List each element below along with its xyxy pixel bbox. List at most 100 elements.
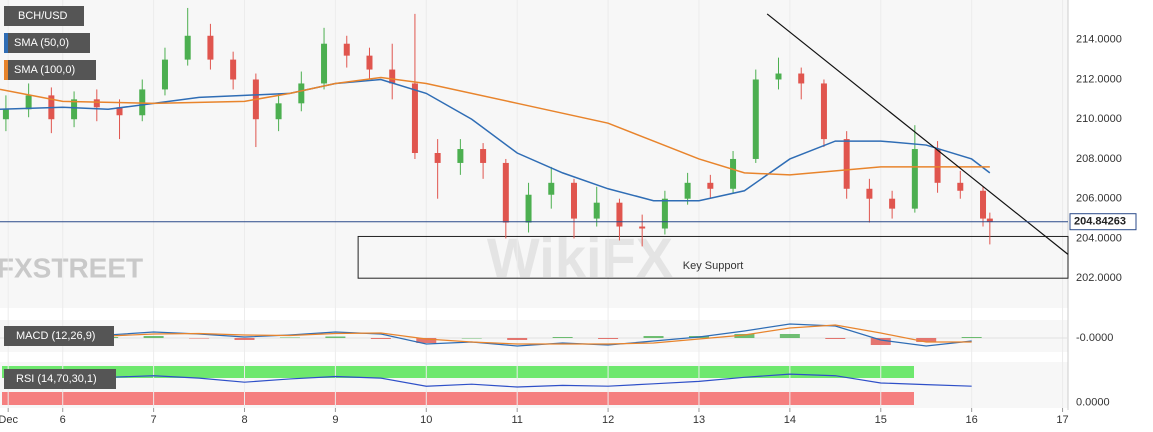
logo: FXSTREET bbox=[0, 252, 143, 283]
macd-histogram bbox=[279, 337, 300, 338]
candle-body bbox=[434, 153, 441, 163]
y-tick-label: 208.0000 bbox=[1076, 153, 1122, 165]
candle-body bbox=[343, 43, 350, 56]
x-tick-label: 9 bbox=[332, 414, 338, 426]
price-label: 204.84263 bbox=[1074, 216, 1126, 228]
y-tick-label: 206.0000 bbox=[1076, 193, 1122, 205]
candle-body bbox=[71, 99, 78, 120]
macd-histogram bbox=[552, 337, 573, 338]
candle-body bbox=[161, 59, 168, 90]
x-tick-label: 17 bbox=[1056, 414, 1068, 426]
y-tick-label: 214.0000 bbox=[1076, 34, 1122, 46]
candle-body bbox=[525, 194, 532, 223]
macd-histogram bbox=[961, 337, 982, 338]
y-tick-label: 0.0000 bbox=[1076, 396, 1110, 408]
candle-body bbox=[116, 107, 123, 116]
x-tick-label: 10 bbox=[420, 414, 432, 426]
rsi-overbought-band bbox=[2, 366, 914, 378]
x-tick-label: 8 bbox=[241, 414, 247, 426]
candle-body bbox=[93, 99, 100, 108]
x-tick-label: 15 bbox=[875, 414, 887, 426]
candle-body bbox=[730, 158, 737, 189]
candle-body bbox=[889, 198, 896, 209]
legend-label: SMA (100,0) bbox=[14, 64, 75, 76]
x-tick-label: 13 bbox=[693, 414, 705, 426]
candle-body bbox=[457, 149, 464, 163]
macd-histogram bbox=[461, 338, 482, 339]
macd-histogram bbox=[189, 338, 210, 339]
candle-body bbox=[275, 103, 282, 120]
main-panel bbox=[0, 0, 1068, 308]
sma-line bbox=[0, 78, 991, 202]
macd-histogram bbox=[779, 334, 800, 338]
trendline bbox=[766, 13, 1069, 255]
candle-body bbox=[366, 55, 373, 70]
macd-line bbox=[17, 323, 972, 347]
legend-box bbox=[4, 60, 96, 80]
candle-body bbox=[298, 83, 305, 104]
macd-histogram bbox=[416, 338, 437, 343]
candle-body bbox=[502, 162, 509, 223]
support-label: Key Support bbox=[683, 260, 744, 272]
candle-body bbox=[480, 149, 487, 163]
price-box bbox=[1069, 213, 1137, 231]
candle-body bbox=[684, 182, 691, 199]
y-tick-label: 204.0000 bbox=[1076, 232, 1122, 244]
macd-histogram bbox=[598, 338, 619, 339]
candle-body bbox=[25, 95, 32, 110]
legend-swatch bbox=[4, 60, 8, 80]
macd-histogram bbox=[870, 338, 891, 345]
y-tick-label: 202.0000 bbox=[1076, 272, 1122, 284]
x-tick-label: 7 bbox=[151, 414, 157, 426]
x-tick-label: 12 bbox=[602, 414, 614, 426]
support-zone bbox=[357, 235, 1069, 279]
legend-box bbox=[4, 6, 84, 26]
candle-body bbox=[570, 182, 577, 219]
candle-body bbox=[934, 149, 941, 183]
candle-body bbox=[321, 43, 328, 84]
candle-body bbox=[639, 226, 646, 229]
x-tick-label: 16 bbox=[966, 414, 978, 426]
y-tick-label: -0.0000 bbox=[1076, 332, 1113, 344]
candle-body bbox=[184, 35, 191, 60]
macd-histogram bbox=[916, 338, 937, 342]
candle-body bbox=[911, 149, 918, 209]
sma-line bbox=[0, 76, 990, 176]
y-tick-label: 210.0000 bbox=[1076, 113, 1122, 125]
macd-panel bbox=[0, 320, 1068, 352]
macd-histogram bbox=[825, 338, 846, 339]
candle-body bbox=[548, 182, 555, 195]
candle-body bbox=[820, 83, 827, 140]
candle-body bbox=[593, 202, 600, 219]
legend: BCH/USD SMA (50,0) SMA (100,0) MACD (12,… bbox=[4, 6, 116, 389]
rsi-line bbox=[17, 373, 972, 388]
macd-histogram bbox=[234, 338, 255, 340]
watermark: WikiFX bbox=[487, 226, 673, 289]
legend-box bbox=[4, 33, 90, 53]
candle-body bbox=[775, 73, 782, 80]
candle-body bbox=[980, 190, 987, 219]
candle-body bbox=[616, 202, 623, 227]
macd-histogram bbox=[643, 336, 664, 338]
candle-body bbox=[707, 182, 714, 189]
legend-symbol: BCH/USD bbox=[18, 10, 68, 22]
x-tick-label: Dec bbox=[0, 414, 18, 426]
macd-label: MACD (12,26,9) bbox=[16, 330, 95, 342]
candle-body bbox=[411, 83, 418, 154]
candle-body bbox=[230, 59, 237, 80]
macd-histogram bbox=[507, 338, 528, 340]
legend-box bbox=[4, 369, 116, 389]
macd-histogram bbox=[325, 336, 346, 338]
legend-box bbox=[4, 326, 114, 346]
macd-histogram bbox=[734, 334, 755, 338]
legend-label: SMA (50,0) bbox=[14, 37, 69, 49]
candle-body bbox=[957, 182, 964, 191]
legend-swatch bbox=[4, 33, 8, 53]
y-tick-label: 212.0000 bbox=[1076, 73, 1122, 85]
candle-body bbox=[843, 139, 850, 189]
x-tick-label: 6 bbox=[60, 414, 66, 426]
macd-histogram bbox=[143, 336, 164, 338]
candle-body bbox=[798, 73, 805, 84]
candle-body bbox=[389, 69, 396, 84]
